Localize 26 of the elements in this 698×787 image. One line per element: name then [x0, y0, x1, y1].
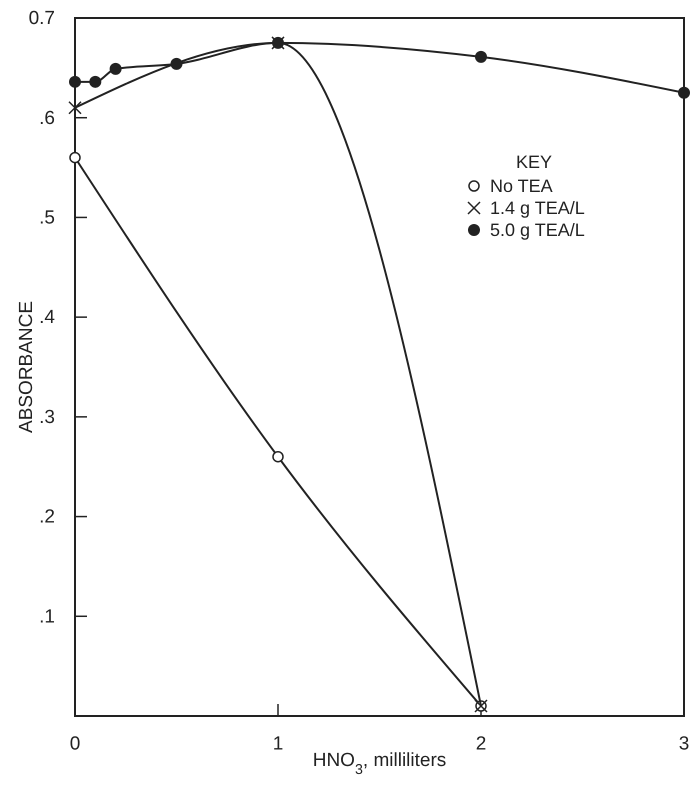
point [110, 62, 122, 75]
y-tick-label: .2 [39, 506, 55, 528]
point [69, 152, 81, 164]
legend-label: No TEA [490, 176, 553, 196]
x-tick-label: 0 [70, 733, 80, 754]
point [170, 58, 182, 70]
point [678, 86, 690, 99]
y-axis-title: ABSORBANCE [16, 301, 37, 433]
point [69, 76, 81, 88]
point [68, 100, 82, 114]
y-tick-label: .1 [39, 606, 55, 628]
point [89, 76, 102, 88]
y-tick-label: .6 [39, 108, 55, 129]
x-axis-title: HNO$_{3}$, milliliters [312, 750, 446, 778]
y-tick-label: .3 [39, 406, 55, 428]
x-tick-label: 1 [272, 733, 284, 754]
point [272, 450, 284, 462]
y-tick-label: .4 [39, 307, 56, 328]
x-tick-label: 2 [476, 733, 486, 754]
legend-label: 1.4 g TEA/L [490, 198, 585, 218]
y-tick-label: .5 [39, 208, 55, 229]
legend-title: KEY [516, 152, 552, 172]
point [475, 50, 487, 63]
legend-label: 5.0 g TEA/L [490, 220, 585, 240]
y-tick-label: 0.7 [28, 8, 55, 30]
x-tick-label: 3 [678, 733, 690, 754]
